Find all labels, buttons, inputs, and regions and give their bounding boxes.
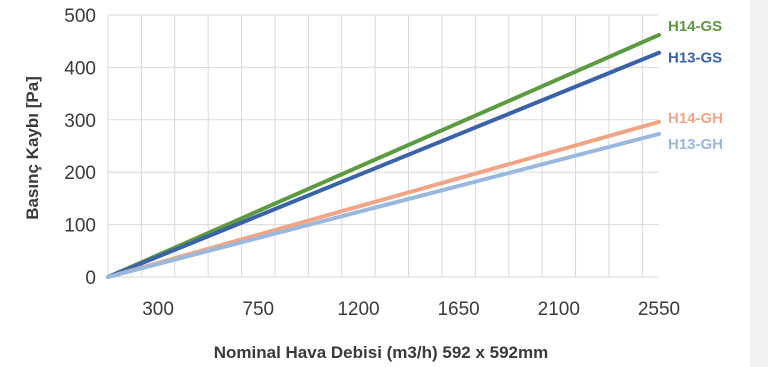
series-label-h13-gs: H13-GS	[668, 50, 722, 67]
series-lines	[106, 32, 661, 279]
series-line-h14-gs	[106, 32, 661, 279]
series-labels: H14-GS H13-GS H14-GH H13-GH	[668, 18, 723, 153]
grid	[107, 14, 659, 278]
y-tick-label: 100	[64, 216, 96, 237]
y-tick-label: 200	[64, 163, 96, 184]
side-panel	[750, 0, 768, 367]
y-tick-label: 300	[64, 111, 96, 132]
x-axis: 300 750 1200 1650 2100 2550	[142, 299, 680, 320]
x-tick-label: 750	[242, 299, 274, 320]
series-label-h13-gh: H13-GH	[668, 136, 723, 153]
x-tick-label: 2550	[638, 299, 680, 320]
x-axis-title: Nominal Hava Debisi (m3/h) 592 x 592mm	[214, 343, 548, 362]
series-label-h14-gh: H14-GH	[668, 110, 723, 127]
y-tick-label: 0	[85, 268, 96, 289]
series-line-h13-gs	[106, 50, 661, 279]
x-tick-label: 2100	[538, 299, 580, 320]
y-tick-label: 400	[64, 58, 96, 79]
y-axis-title: Basınç Kaybı [Pa]	[23, 76, 42, 220]
series-line-h13-gh	[106, 131, 661, 279]
x-tick-label: 1200	[337, 299, 379, 320]
x-tick-label: 300	[142, 299, 174, 320]
y-axis: 0 100 200 300 400 500	[64, 6, 96, 289]
x-tick-label: 1650	[437, 299, 479, 320]
y-tick-label: 500	[64, 6, 96, 27]
series-label-h14-gs: H14-GS	[668, 18, 722, 35]
